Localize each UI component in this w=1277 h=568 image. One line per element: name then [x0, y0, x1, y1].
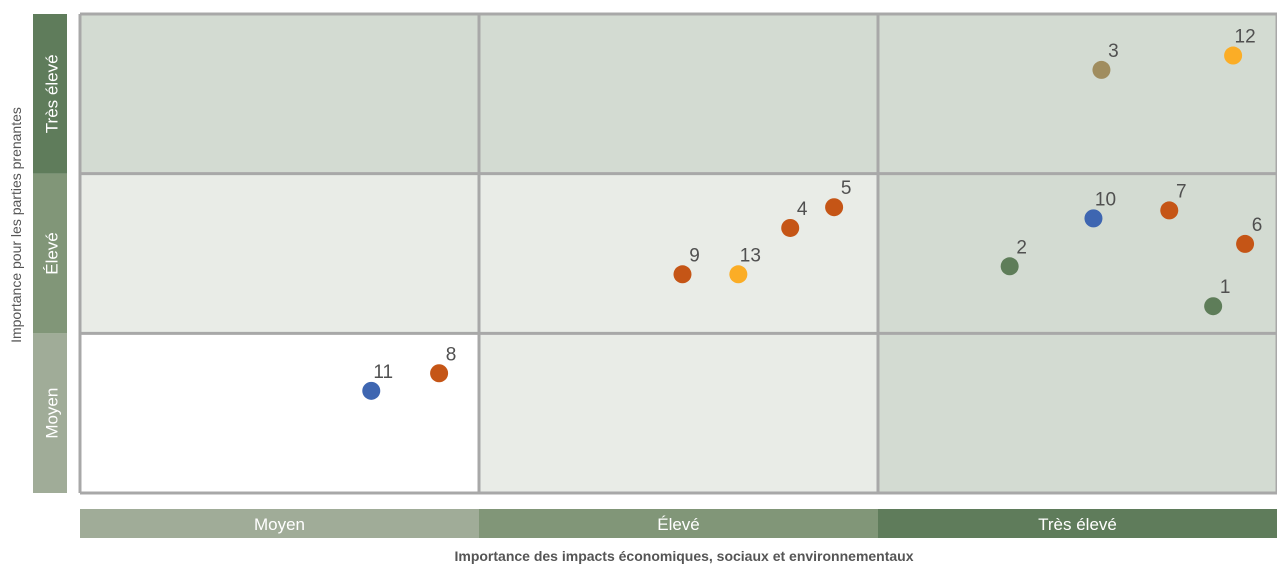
data-point [825, 198, 844, 217]
data-point-label: 11 [373, 362, 393, 383]
x-tick-label: Très élevé [1038, 515, 1117, 534]
matrix-grid [78, 12, 1277, 495]
data-point [362, 381, 381, 400]
data-point-label: 1 [1220, 277, 1231, 298]
matrix-cell-1-1 [479, 173, 878, 334]
data-point-label: 12 [1235, 27, 1256, 48]
data-point [1236, 234, 1255, 253]
matrix-cell-2-0 [80, 14, 479, 174]
matrix-cells [80, 14, 1277, 493]
y-axis-title: Importance pour les parties prenantes [8, 107, 24, 343]
x-band-2 [878, 509, 1277, 538]
data-point [1092, 60, 1111, 79]
data-point-label: 6 [1252, 215, 1263, 236]
x-axis-bands: Moyen Élevé Très élevé [80, 509, 1277, 538]
matrix-cell-0-0 [80, 333, 479, 493]
x-tick-label: Moyen [254, 515, 305, 534]
matrix-cell-0-2 [878, 333, 1277, 493]
data-point-label: 7 [1176, 181, 1187, 202]
data-point [1224, 46, 1243, 65]
data-point [430, 364, 449, 383]
x-band-0 [80, 509, 479, 538]
y-axis-bands: Moyen Élevé Très élevé [33, 14, 67, 493]
y-tick-label: Moyen [43, 388, 62, 439]
data-point [673, 265, 692, 284]
data-point [729, 265, 748, 284]
y-band-1 [33, 173, 67, 334]
data-point-label: 9 [689, 245, 700, 266]
data-point-label: 4 [797, 199, 808, 220]
x-tick-label: Élevé [657, 515, 700, 534]
data-point [781, 218, 800, 237]
y-band-2 [33, 14, 67, 174]
data-point-label: 10 [1095, 189, 1116, 210]
data-point-label: 13 [740, 245, 761, 266]
matrix-cell-1-0 [80, 173, 479, 334]
matrix-cell-2-1 [479, 14, 878, 174]
data-point [1160, 201, 1179, 220]
data-point [1084, 209, 1103, 228]
matrix-cell-0-1 [479, 333, 878, 493]
data-point-label: 2 [1016, 237, 1027, 258]
x-axis-title: Importance des impacts économiques, soci… [454, 548, 913, 564]
y-band-0 [33, 333, 67, 493]
y-tick-label: Élevé [43, 232, 62, 275]
data-point-label: 3 [1108, 41, 1119, 62]
matrix-cell-2-2 [878, 14, 1277, 174]
data-point-label: 5 [841, 178, 852, 199]
y-tick-label: Très élevé [43, 54, 62, 133]
data-point [1000, 257, 1019, 276]
x-band-1 [479, 509, 878, 538]
data-point [1204, 297, 1223, 316]
data-point-label: 8 [446, 344, 457, 365]
